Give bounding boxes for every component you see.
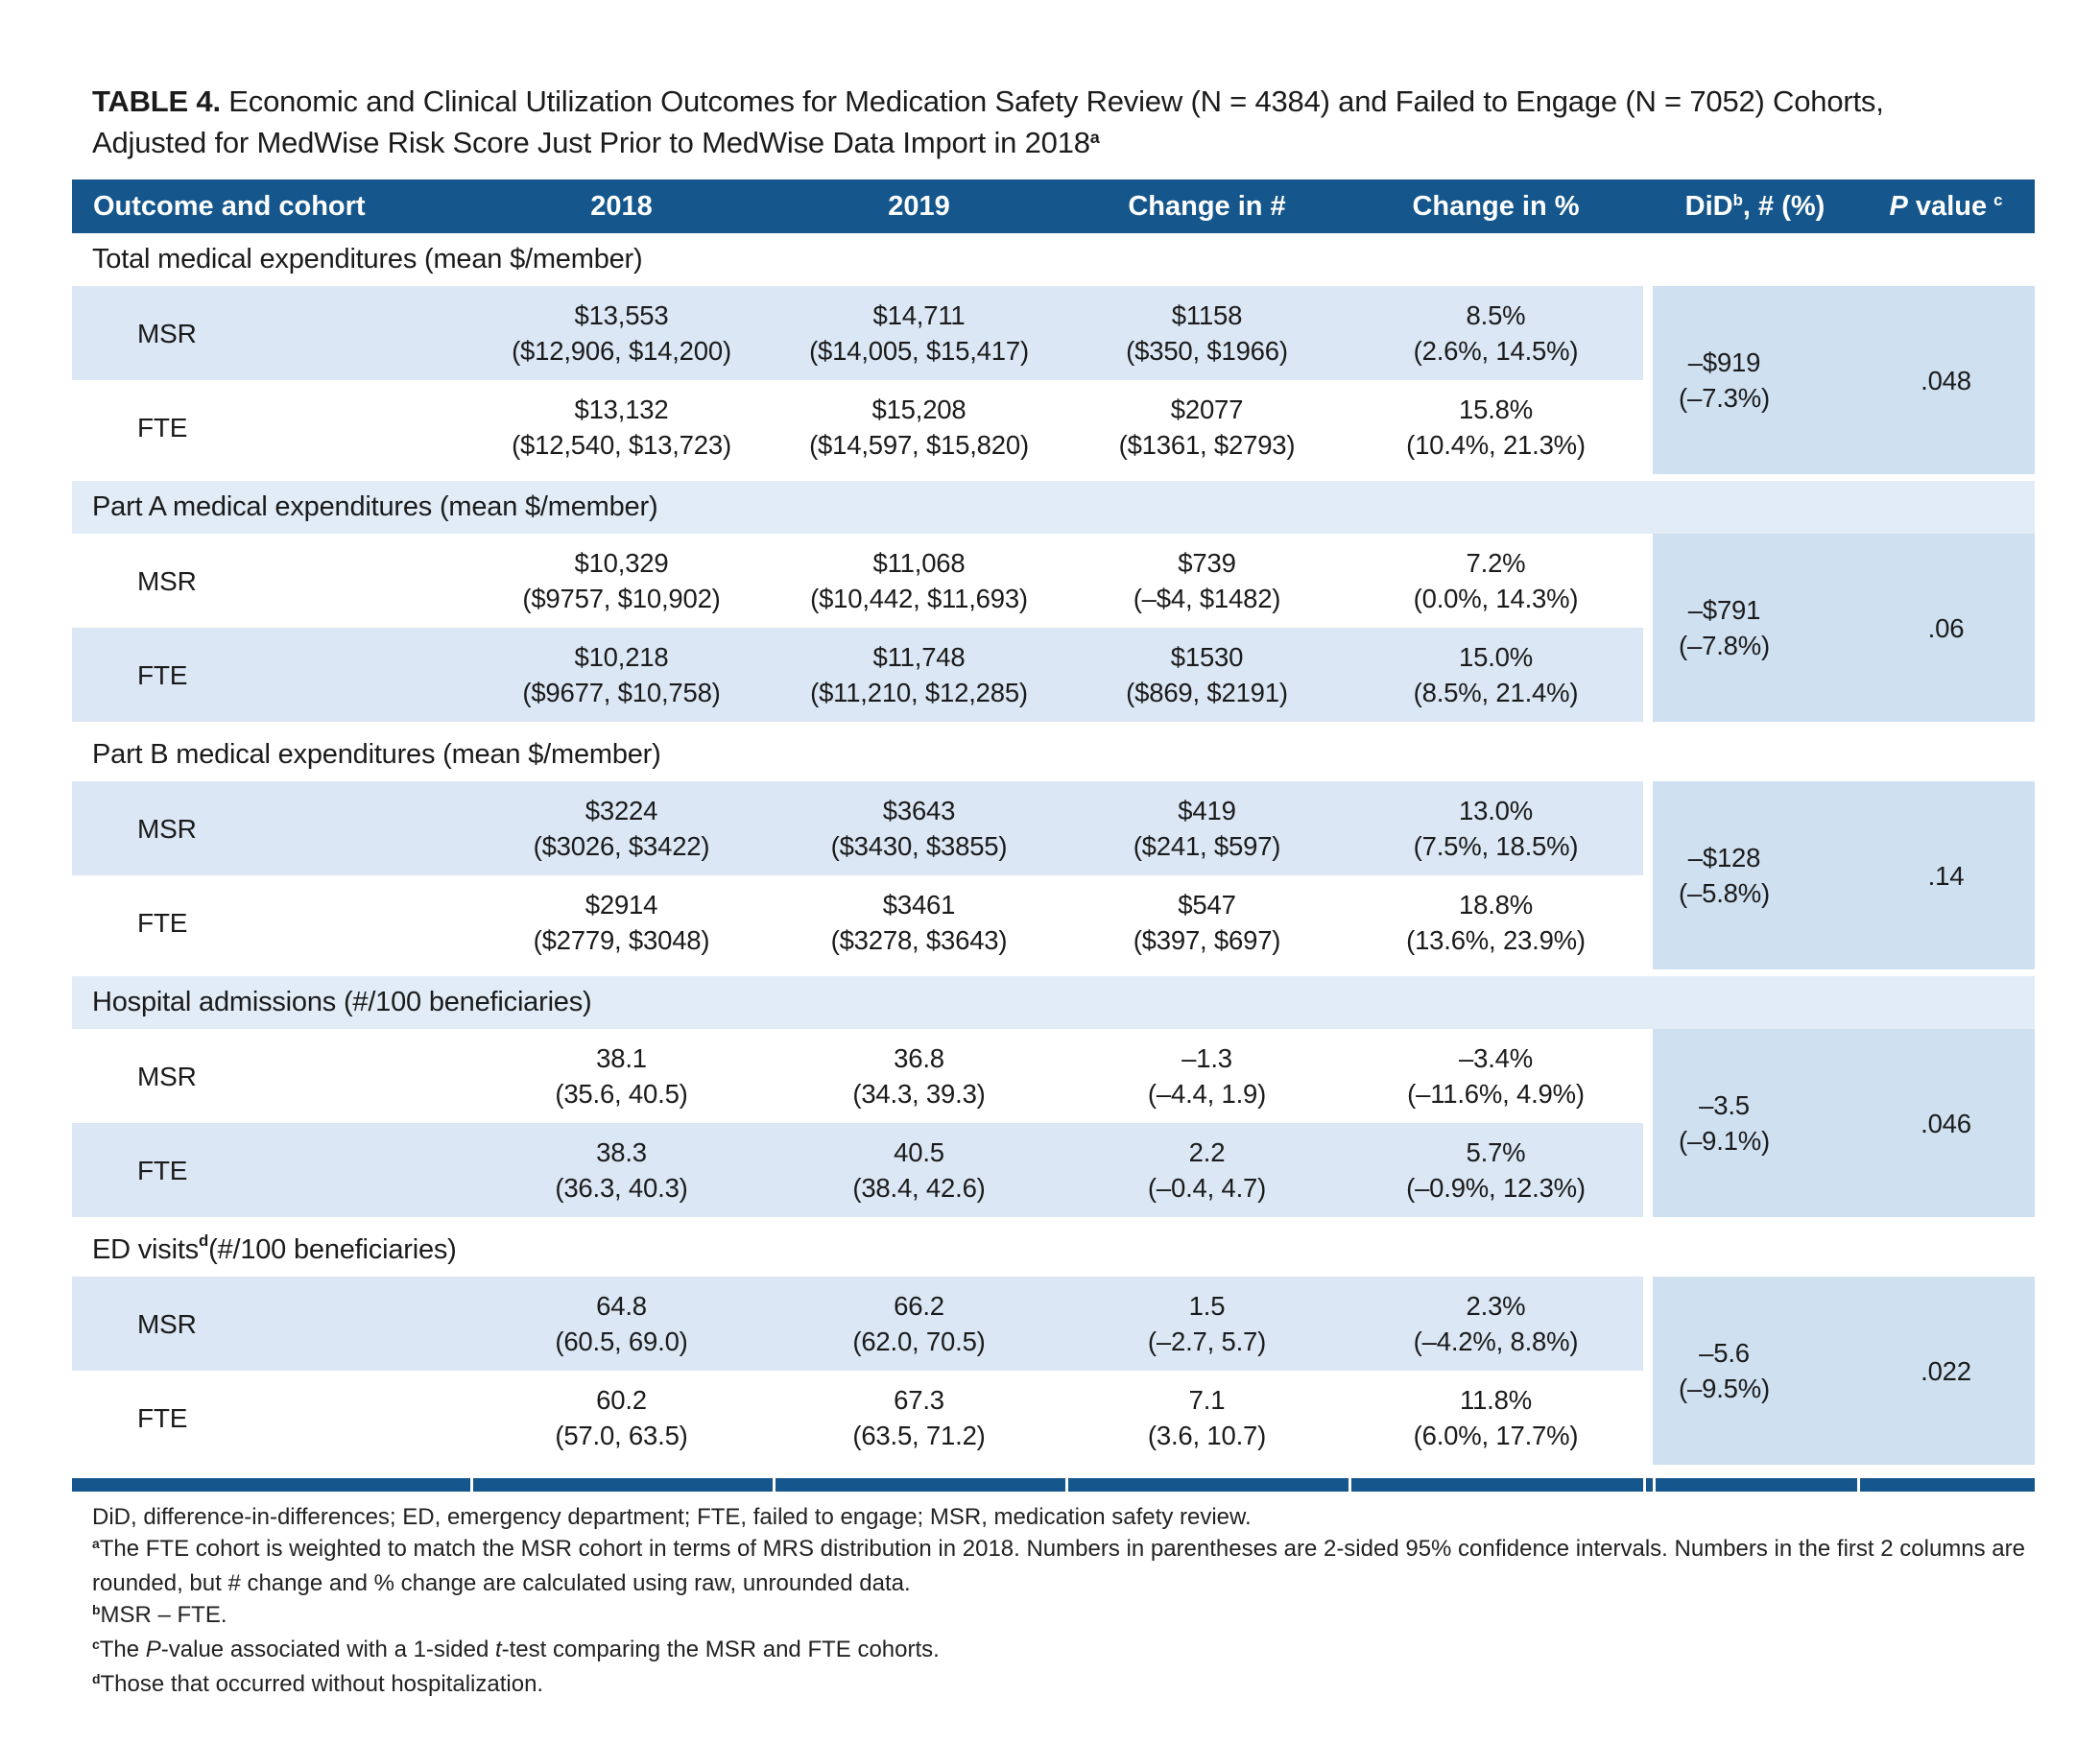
row-label-msr: MSR xyxy=(72,534,470,628)
row-label-msr: MSR xyxy=(72,286,470,380)
section-header-row: Total medical expenditures (mean $/membe… xyxy=(72,233,2035,286)
row-label-fte: FTE xyxy=(72,380,470,474)
cell-msr-change-pct: 2.3% (–4.2%, 8.8%) xyxy=(1348,1277,1643,1371)
section-rows: MSR 64.8 (60.5, 69.0) 66.2 (62.0, 70.5) 1.… xyxy=(72,1277,2035,1465)
section-rows: MSR 38.1 (35.6, 40.5) 36.8 (34.3, 39.3) –1… xyxy=(72,1029,2035,1217)
col-header-2019: 2019 xyxy=(888,190,950,222)
table-header-row: Outcome and cohort 2018 2019 Change in #… xyxy=(72,179,2035,233)
cell-pvalue: .06 xyxy=(1857,534,2035,722)
table-title-line1: TABLE 4. Economic and Clinical Utilizati… xyxy=(92,84,1884,118)
cell-msr-2019: $3643 ($3430, $3855) xyxy=(773,781,1065,875)
cell-fte-change-num: $2077 ($1361, $2793) xyxy=(1065,380,1348,474)
table-bottom-rule xyxy=(72,1478,2035,1492)
section-rows: MSR $3224 ($3026, $3422) $3643 ($3430, $38… xyxy=(72,781,2035,969)
col-header-change-pct: Change in % xyxy=(1412,190,1580,222)
cell-msr-2018: $3224 ($3026, $3422) xyxy=(470,781,773,875)
row-label-msr: MSR xyxy=(72,1029,470,1123)
row-label-fte: FTE xyxy=(72,628,470,722)
row-label-fte: FTE xyxy=(72,1123,470,1217)
cell-msr-2019: 66.2 (62.0, 70.5) xyxy=(773,1277,1065,1371)
table-title-line2: Adjusted for MedWise Risk Score Just Pri… xyxy=(92,126,1100,159)
table-number-label: TABLE 4. xyxy=(92,84,221,118)
table-figure-page: TABLE 4. Economic and Clinical Utilizati… xyxy=(72,81,2035,1703)
cell-fte-2018: $13,132 ($12,540, $13,723) xyxy=(470,380,773,474)
cell-did: –$919 (–7.3%) xyxy=(1653,286,1857,474)
cell-msr-2018: $10,329 ($9757, $10,902) xyxy=(470,534,773,628)
section-rows: MSR $10,329 ($9757, $10,902) $11,068 ($10,… xyxy=(72,534,2035,722)
cell-msr-2018: 38.1 (35.6, 40.5) xyxy=(470,1029,773,1123)
cell-msr-2018: 64.8 (60.5, 69.0) xyxy=(470,1277,773,1371)
col-header-2018: 2018 xyxy=(590,190,653,222)
footnote-c: cThe P-value associated with a 1-sided t… xyxy=(92,1637,940,1662)
cell-msr-change-num: $419 ($241, $597) xyxy=(1065,781,1348,875)
cell-did: –$128 (–5.8%) xyxy=(1653,781,1857,969)
cell-did: –$791 (–7.8%) xyxy=(1653,534,1857,722)
cell-fte-2018: $2914 ($2779, $3048) xyxy=(470,875,773,969)
cell-fte-change-pct: 15.8% (10.4%, 21.3%) xyxy=(1348,380,1643,474)
cell-msr-2019: $11,068 ($10,442, $11,693) xyxy=(773,534,1065,628)
table-section-total-expenditures: Total medical expenditures (mean $/membe… xyxy=(72,233,2035,474)
table-title: TABLE 4. Economic and Clinical Utilizati… xyxy=(92,81,2002,168)
cell-pvalue: .022 xyxy=(1857,1277,2035,1465)
row-label-msr: MSR xyxy=(72,781,470,875)
cell-fte-change-num: $1530 ($869, $2191) xyxy=(1065,628,1348,722)
col-header-outcome: Outcome and cohort xyxy=(93,190,366,222)
cell-fte-2019: $11,748 ($11,210, $12,285) xyxy=(773,628,1065,722)
cell-fte-2019: 67.3 (63.5, 71.2) xyxy=(773,1371,1065,1465)
section-header-row: Part A medical expenditures (mean $/memb… xyxy=(72,481,2035,534)
cell-fte-2019: $3461 ($3278, $3643) xyxy=(773,875,1065,969)
cell-fte-2018: $10,218 ($9677, $10,758) xyxy=(470,628,773,722)
section-header-row: Part B medical expenditures (mean $/memb… xyxy=(72,729,2035,781)
title-footnote-marker: a xyxy=(1089,128,1100,148)
cell-fte-2019: 40.5 (38.4, 42.6) xyxy=(773,1123,1065,1217)
cell-fte-change-num: $547 ($397, $697) xyxy=(1065,875,1348,969)
cell-msr-change-pct: 13.0% (7.5%, 18.5%) xyxy=(1348,781,1643,875)
cell-msr-change-pct: 7.2% (0.0%, 14.3%) xyxy=(1348,534,1643,628)
cell-msr-2019: $14,711 ($14,005, $15,417) xyxy=(773,286,1065,380)
row-label-fte: FTE xyxy=(72,875,470,969)
cell-fte-2019: $15,208 ($14,597, $15,820) xyxy=(773,380,1065,474)
cell-did: –5.6 (–9.5%) xyxy=(1653,1277,1857,1465)
cell-fte-change-pct: 18.8% (13.6%, 23.9%) xyxy=(1348,875,1643,969)
cell-msr-change-num: 1.5 (–2.7, 5.7) xyxy=(1065,1277,1348,1371)
cell-fte-2018: 38.3 (36.3, 40.3) xyxy=(470,1123,773,1217)
footnote-d: dThose that occurred without hospitaliza… xyxy=(92,1671,544,1697)
cell-did: –3.5 (–9.1%) xyxy=(1653,1029,1857,1217)
cell-msr-2018: $13,553 ($12,906, $14,200) xyxy=(470,286,773,380)
footnote-b: bMSR – FTE. xyxy=(92,1602,227,1628)
cell-fte-change-num: 2.2 (–0.4, 4.7) xyxy=(1065,1123,1348,1217)
col-header-change-num: Change in # xyxy=(1128,190,1286,222)
col-header-pvalue: P value c xyxy=(1889,190,2003,222)
cell-fte-change-pct: 15.0% (8.5%, 21.4%) xyxy=(1348,628,1643,722)
section-header-row: Hospital admissions (#/100 beneficiaries… xyxy=(72,976,2035,1029)
outcomes-table: Outcome and cohort 2018 2019 Change in #… xyxy=(72,179,2035,1492)
footnotes: DiD, difference-in-differences; ED, emer… xyxy=(92,1501,2026,1703)
cell-msr-change-num: $739 (–$4, $1482) xyxy=(1065,534,1348,628)
cell-pvalue: .14 xyxy=(1857,781,2035,969)
cell-msr-change-pct: 8.5% (2.6%, 14.5%) xyxy=(1348,286,1643,380)
table-section-part-a: Part A medical expenditures (mean $/memb… xyxy=(72,481,2035,722)
table-section-hospital-admissions: Hospital admissions (#/100 beneficiaries… xyxy=(72,976,2035,1217)
cell-fte-change-num: 7.1 (3.6, 10.7) xyxy=(1065,1371,1348,1465)
col-header-did: DiDb, # (%) xyxy=(1684,190,1826,222)
section-rows: MSR $13,553 ($12,906, $14,200) $14,711 ($1… xyxy=(72,286,2035,474)
footnote-abbreviations: DiD, difference-in-differences; ED, emer… xyxy=(92,1504,1252,1530)
cell-fte-2018: 60.2 (57.0, 63.5) xyxy=(470,1371,773,1465)
cell-fte-change-pct: 5.7% (–0.9%, 12.3%) xyxy=(1348,1123,1643,1217)
table-section-ed-visits: ED visits d (#/100 beneficiaries) MSR 64.… xyxy=(72,1224,2035,1465)
footnote-a: aThe FTE cohort is weighted to match the… xyxy=(92,1536,2025,1596)
row-label-msr: MSR xyxy=(72,1277,470,1371)
table-section-part-b: Part B medical expenditures (mean $/memb… xyxy=(72,729,2035,969)
cell-msr-2019: 36.8 (34.3, 39.3) xyxy=(773,1029,1065,1123)
cell-msr-change-pct: –3.4% (–11.6%, 4.9%) xyxy=(1348,1029,1643,1123)
cell-msr-change-num: $1158 ($350, $1966) xyxy=(1065,286,1348,380)
cell-fte-change-pct: 11.8% (6.0%, 17.7%) xyxy=(1348,1371,1643,1465)
row-label-fte: FTE xyxy=(72,1371,470,1465)
cell-msr-change-num: –1.3 (–4.4, 1.9) xyxy=(1065,1029,1348,1123)
section-header-row: ED visits d (#/100 beneficiaries) xyxy=(72,1224,2035,1277)
cell-pvalue: .046 xyxy=(1857,1029,2035,1217)
cell-pvalue: .048 xyxy=(1857,286,2035,474)
